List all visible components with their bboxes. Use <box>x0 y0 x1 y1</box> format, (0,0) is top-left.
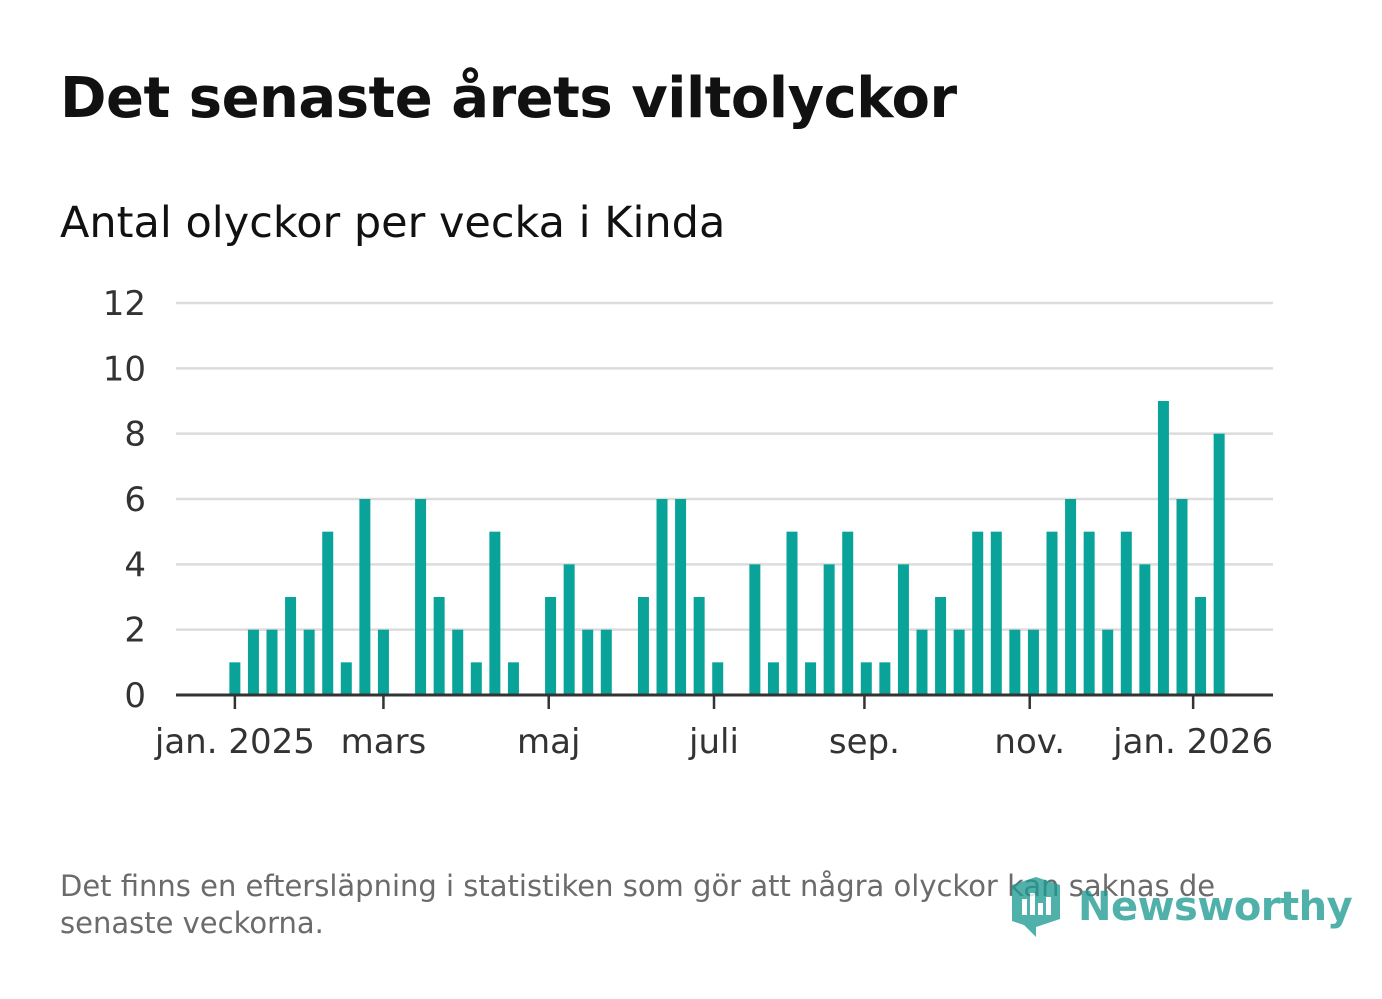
x-tick-label-0: jan. 2025 <box>154 722 315 762</box>
bar-week-6 <box>340 662 352 695</box>
bar-week-31 <box>805 662 817 695</box>
bar-week-51 <box>1176 499 1188 695</box>
y-tick-label-0: 0 <box>124 676 146 716</box>
x-axis <box>176 693 1273 709</box>
bar-week-15 <box>507 662 519 695</box>
y-tick-label-4: 4 <box>124 545 146 585</box>
newsworthy-logo: Newsworthy <box>1010 875 1353 939</box>
bar-week-3 <box>285 597 297 695</box>
x-tick-label-2: maj <box>517 722 580 762</box>
gridlines <box>176 301 1273 631</box>
y-tick-label-6: 6 <box>124 480 146 520</box>
bar-week-1 <box>247 629 259 695</box>
bar-week-2 <box>266 629 278 695</box>
bar-week-45 <box>1065 499 1077 695</box>
bar-week-10 <box>415 499 427 695</box>
bar-week-8 <box>377 629 389 695</box>
bar-week-19 <box>582 629 594 695</box>
bar-week-7 <box>359 499 371 695</box>
bar-week-4 <box>303 629 315 695</box>
bar-week-25 <box>693 597 705 695</box>
y-tick-label-10: 10 <box>103 349 146 389</box>
bar-week-30 <box>786 531 798 695</box>
bar-week-37 <box>916 629 928 695</box>
bars <box>229 401 1225 695</box>
y-tick-label-2: 2 <box>124 611 146 651</box>
bar-week-22 <box>637 597 649 695</box>
bar-week-18 <box>563 564 575 695</box>
x-tick-label-6: jan. 2026 <box>1112 722 1273 762</box>
newsworthy-logo-icon <box>1012 877 1060 937</box>
bar-week-29 <box>767 662 779 695</box>
bar-week-38 <box>935 597 947 695</box>
bar-week-33 <box>842 531 854 695</box>
bar-week-32 <box>823 564 835 695</box>
brand-name: Newsworthy <box>1078 884 1353 930</box>
bar-week-26 <box>712 662 724 695</box>
bar-week-0 <box>229 662 241 695</box>
bar-week-41 <box>990 531 1002 695</box>
y-axis-tick-labels: 0 2 4 6 8 10 12 <box>103 284 146 716</box>
x-tick-label-5: nov. <box>994 722 1065 762</box>
y-tick-label-8: 8 <box>124 415 146 455</box>
bar-week-28 <box>749 564 761 695</box>
bar-week-20 <box>600 629 612 695</box>
bar-week-50 <box>1157 401 1169 695</box>
chart-title: Det senaste årets viltolyckor <box>60 66 957 131</box>
bar-week-48 <box>1120 531 1132 695</box>
bar-week-11 <box>433 597 445 695</box>
chart-subtitle: Antal olyckor per vecka i Kinda <box>60 198 726 248</box>
x-tick-label-3: juli <box>688 722 739 762</box>
bar-week-5 <box>322 531 334 695</box>
bar-week-39 <box>953 629 965 695</box>
bar-week-52 <box>1195 597 1207 695</box>
bar-week-35 <box>879 662 891 695</box>
bar-week-13 <box>470 662 482 695</box>
bar-week-47 <box>1102 629 1114 695</box>
bar-week-43 <box>1027 629 1039 695</box>
bar-week-34 <box>860 662 872 695</box>
bar-week-17 <box>545 597 557 695</box>
x-axis-tick-labels: jan. 2025 mars maj juli sep. nov. jan. 2026 <box>154 722 1273 762</box>
bar-week-53 <box>1213 433 1225 695</box>
x-tick-label-4: sep. <box>829 722 900 762</box>
y-tick-label-12: 12 <box>103 284 146 324</box>
bar-week-42 <box>1009 629 1021 695</box>
bar-week-44 <box>1046 531 1058 695</box>
bar-week-24 <box>675 499 687 695</box>
x-tick-label-1: mars <box>341 722 427 762</box>
bar-week-23 <box>656 499 668 695</box>
bar-week-12 <box>452 629 464 695</box>
bar-week-40 <box>972 531 984 695</box>
bar-week-14 <box>489 531 501 695</box>
bar-week-36 <box>897 564 909 695</box>
bar-week-49 <box>1139 564 1151 695</box>
bar-week-46 <box>1083 531 1095 695</box>
